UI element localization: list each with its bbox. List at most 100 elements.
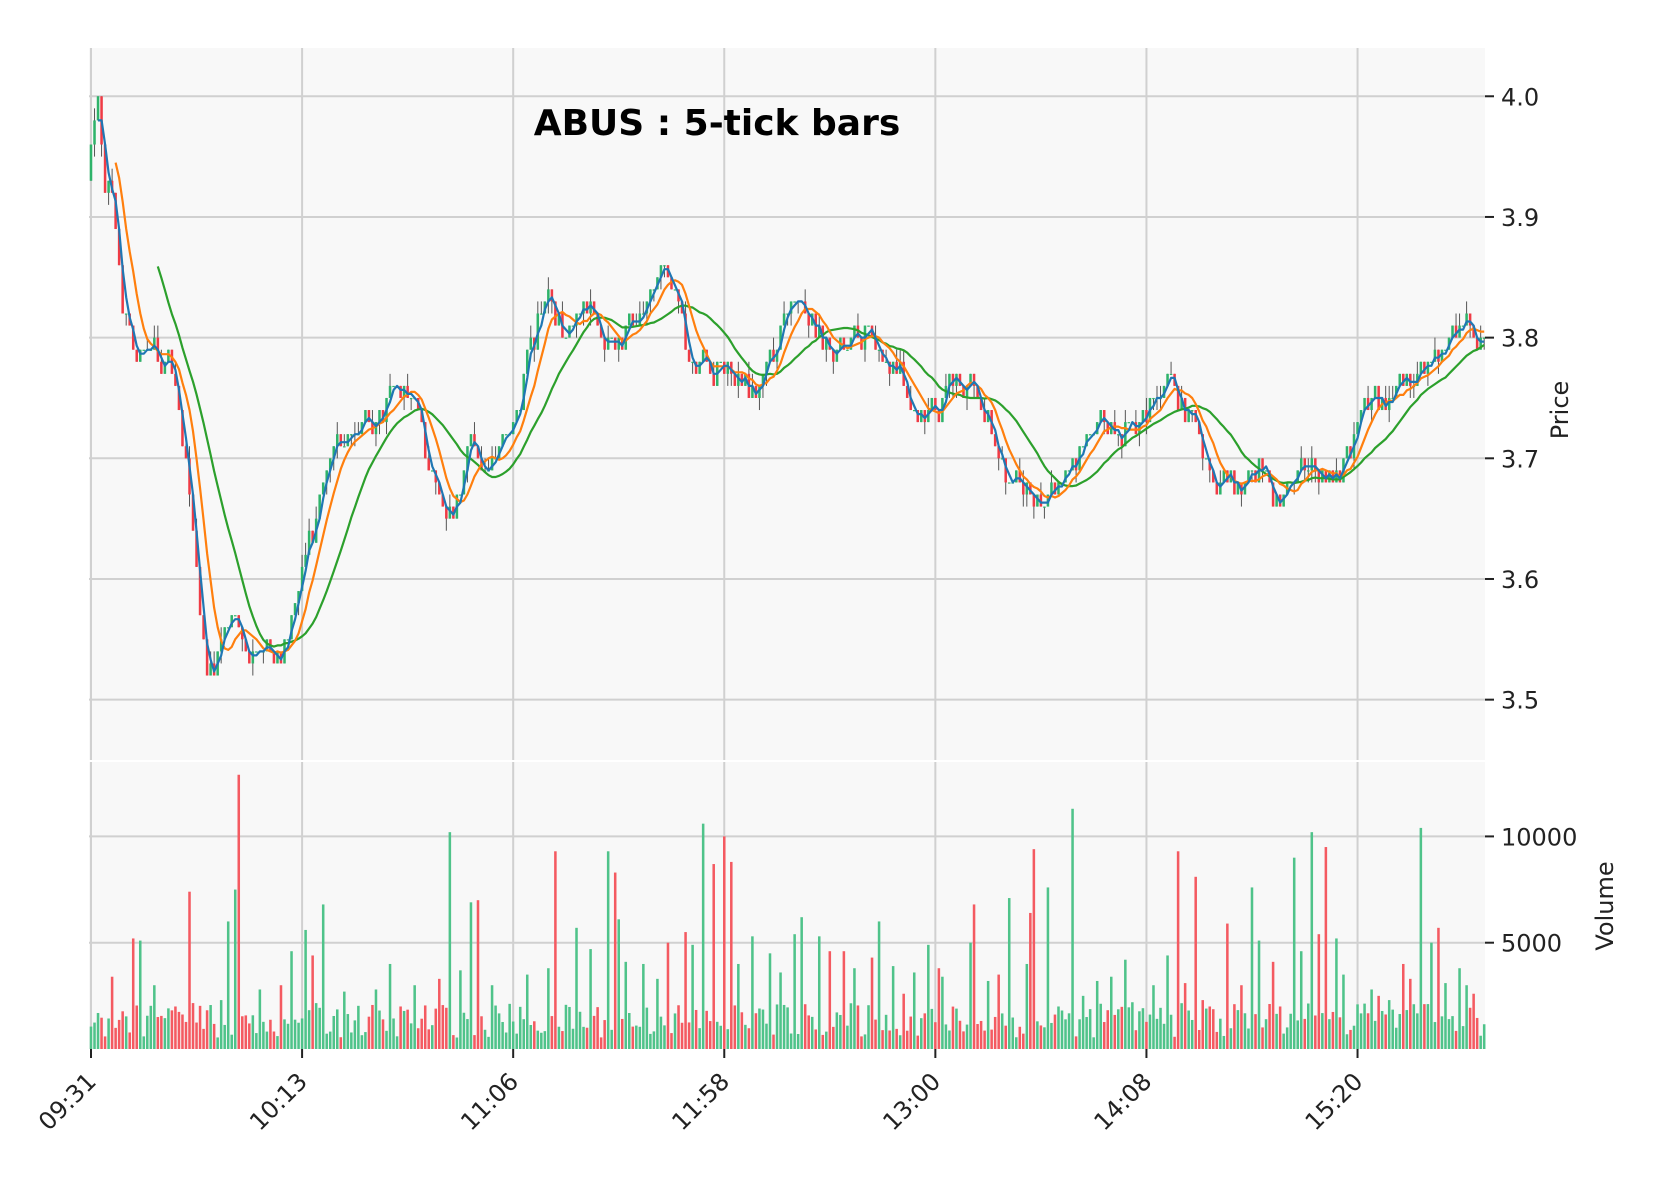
candle-body <box>198 566 202 616</box>
volume-bar <box>1451 1016 1454 1049</box>
volume-bar <box>149 1005 153 1049</box>
volume-bar <box>948 1030 951 1049</box>
volume-bar <box>677 1005 680 1049</box>
volume-bar <box>554 851 557 1049</box>
candle-body <box>853 325 856 338</box>
candle-body <box>117 229 121 266</box>
volume-bar <box>497 1013 501 1049</box>
candle-body <box>276 651 279 664</box>
candle-body <box>1426 361 1430 374</box>
volume-bars <box>89 774 1486 1049</box>
candle-body <box>881 349 884 362</box>
volume-bar <box>912 972 916 1049</box>
volume-bar <box>620 1018 624 1049</box>
volume-bar <box>1043 1027 1046 1049</box>
ma-mid-line <box>114 162 1485 655</box>
volume-bar <box>515 1033 518 1049</box>
candle-body <box>167 349 170 362</box>
volume-bar <box>1384 1014 1387 1049</box>
candle-body <box>1036 494 1039 507</box>
volume-bar <box>571 1028 575 1049</box>
candle-body <box>962 385 965 398</box>
volume-bar <box>170 1010 174 1049</box>
volume-bar <box>1085 1017 1088 1049</box>
volume-bar <box>1366 1013 1370 1049</box>
candle-body <box>1169 373 1173 376</box>
volume-bar <box>923 1013 927 1049</box>
volume-bar <box>325 1033 328 1049</box>
volume-bar <box>1204 1008 1208 1049</box>
volume-bar <box>944 1024 948 1049</box>
candle-body <box>779 325 782 350</box>
candle-body <box>307 530 311 555</box>
candle-body <box>1120 434 1124 447</box>
candle-body <box>628 313 631 326</box>
volume-bar <box>1032 849 1036 1049</box>
volume-bar <box>1004 1025 1007 1049</box>
volume-bar <box>800 917 803 1049</box>
candle-body <box>691 361 694 363</box>
price-tick-label: 3.7 <box>1501 445 1539 473</box>
candle-body <box>603 337 606 350</box>
candle-body <box>367 410 371 423</box>
volume-bar <box>955 1008 958 1049</box>
volume-bar <box>117 1019 121 1049</box>
volume-bar <box>529 1025 533 1049</box>
candle-body <box>1472 325 1475 338</box>
volume-bar <box>642 963 645 1049</box>
candle-body <box>1373 385 1377 398</box>
volume-bar <box>965 1024 969 1049</box>
candle-body <box>1387 397 1391 411</box>
volume-bar <box>1025 963 1029 1049</box>
volume-bar <box>969 942 972 1049</box>
volume-bar <box>1138 1011 1141 1049</box>
volume-bar <box>1314 1015 1317 1049</box>
candle-body <box>1109 422 1113 435</box>
volume-bar <box>810 1016 814 1049</box>
volume-bar <box>487 1036 490 1049</box>
candle-body <box>698 361 701 374</box>
volume-bar <box>1074 1036 1078 1049</box>
volume-bar <box>687 1022 691 1049</box>
volume-bar <box>177 1011 181 1049</box>
volume-tick-label: 10000 <box>1501 823 1577 851</box>
volume-bar <box>1282 1033 1285 1049</box>
candle-body <box>571 325 575 327</box>
volume-bar <box>1342 974 1345 1049</box>
candle-body <box>1222 470 1226 483</box>
volume-bar <box>779 972 782 1049</box>
volume-bar <box>796 1033 800 1049</box>
volume-bar <box>248 1023 251 1049</box>
volume-bar <box>103 1036 107 1049</box>
volume-bar <box>656 978 659 1049</box>
candle-body <box>1423 361 1426 374</box>
volume-bar <box>761 1009 765 1049</box>
candle-body <box>912 410 916 412</box>
volume-bar <box>1331 1011 1335 1049</box>
candle-body <box>585 301 589 314</box>
volume-bar <box>1095 980 1099 1049</box>
volume-bar <box>705 1010 708 1049</box>
candle-body <box>1226 470 1229 483</box>
volume-bar <box>1409 978 1412 1049</box>
candle-body <box>1004 458 1007 483</box>
volume-bar <box>1412 1004 1416 1049</box>
candle-body <box>374 422 378 435</box>
volume-bar <box>226 921 230 1049</box>
volume-bar <box>1303 1018 1307 1049</box>
volume-bar <box>286 1023 290 1049</box>
volume-bar <box>1444 983 1447 1049</box>
candle-body <box>965 385 969 398</box>
volume-bar <box>758 1008 761 1049</box>
volume-bar <box>1482 1024 1486 1049</box>
volume-bar <box>1278 1006 1282 1049</box>
volume-bar <box>793 934 796 1049</box>
volume-bar <box>853 968 856 1049</box>
volume-bar <box>814 1029 818 1049</box>
volume-bar <box>874 1019 877 1049</box>
volume-bar <box>1465 985 1468 1049</box>
volume-bar <box>839 1014 842 1049</box>
volume-bar <box>1036 1021 1039 1049</box>
candle-body <box>343 446 346 448</box>
candle-body <box>1359 410 1363 423</box>
